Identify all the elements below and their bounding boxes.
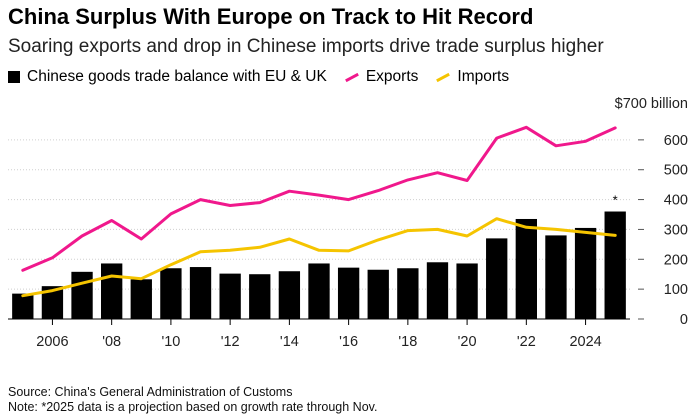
legend: Chinese goods trade balance with EU & UK… <box>8 67 527 87</box>
bar <box>130 279 152 319</box>
y-tick-label: 200 <box>664 252 688 268</box>
imports-line <box>21 217 617 298</box>
bar <box>515 218 537 319</box>
bar <box>160 268 182 319</box>
x-tick-label: '14 <box>280 334 299 350</box>
x-tick-label: '08 <box>102 334 121 350</box>
bar <box>12 293 34 319</box>
exports-line <box>21 125 617 272</box>
legend-label-imports: Imports <box>457 68 510 85</box>
x-tick-label: '20 <box>458 334 477 350</box>
x-tick-label: '22 <box>517 334 536 350</box>
legend-item-exports: Exports <box>344 68 419 86</box>
legend-swatch-balance <box>8 71 20 83</box>
x-tick-label: '12 <box>221 334 240 350</box>
y-tick-label: 100 <box>664 282 688 298</box>
x-tick-label: 2006 <box>36 334 68 350</box>
projection-note: Note: *2025 data is a projection based o… <box>8 400 378 414</box>
legend-item-imports: Imports <box>436 68 509 86</box>
bar <box>189 267 212 319</box>
x-tick-label: '18 <box>398 334 417 350</box>
bar <box>426 262 449 319</box>
y-tick-label: 300 <box>664 222 688 238</box>
chart-subtitle: Soaring exports and drop in Chinese impo… <box>8 36 604 57</box>
bar <box>249 274 271 319</box>
bar <box>278 271 301 319</box>
bar <box>486 238 508 319</box>
y-tick-label: 600 <box>664 133 688 149</box>
y-tick-label: 400 <box>664 193 688 209</box>
x-tick-label: '16 <box>339 334 358 350</box>
bar <box>41 286 64 319</box>
bar <box>604 211 626 319</box>
bar <box>574 227 597 319</box>
projection-asterisk: * <box>613 193 618 208</box>
legend-label-exports: Exports <box>365 68 419 85</box>
bar <box>367 269 389 319</box>
chart-title: China Surplus With Europe on Track to Hi… <box>8 4 534 29</box>
bar <box>308 263 330 319</box>
y-tick-label: 500 <box>664 163 688 179</box>
bar <box>337 267 360 319</box>
legend-label-balance: Chinese goods trade balance with EU & UK <box>27 68 327 85</box>
y-tick-label: 0 <box>680 312 688 328</box>
bar <box>219 273 241 319</box>
y-axis-top-label: $700 billion <box>615 96 688 112</box>
legend-item-balance: Chinese goods trade balance with EU & UK <box>8 68 327 86</box>
source-note: Source: China's General Administration o… <box>8 385 293 399</box>
bar <box>545 235 567 319</box>
x-tick-label: '10 <box>161 334 180 350</box>
bar <box>397 268 419 319</box>
x-tick-label: 2024 <box>569 334 601 350</box>
bar <box>101 263 123 319</box>
bar <box>456 263 478 319</box>
bar <box>71 271 93 319</box>
